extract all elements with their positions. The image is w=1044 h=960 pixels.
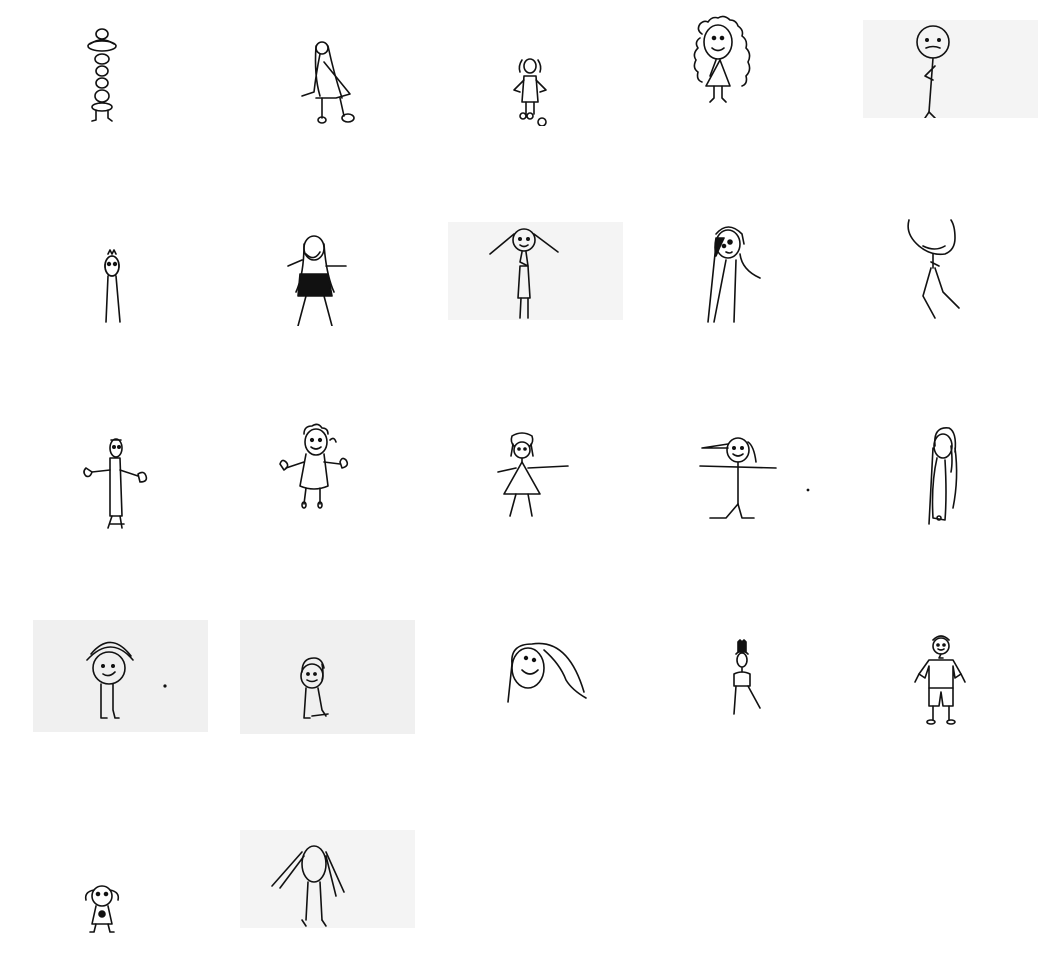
drawing-tile-15 xyxy=(863,418,1038,530)
large-smiling-head-drawing xyxy=(507,642,587,703)
drawing-tile-1 xyxy=(20,14,195,126)
small-smiling-figure-drawing xyxy=(300,657,329,719)
figure-with-long-hair-bending-drawing xyxy=(301,41,355,124)
stick-figure-round-head-drawing xyxy=(916,25,950,118)
drawing-tile-22 xyxy=(240,830,415,928)
drawing-tile-17 xyxy=(240,620,415,734)
figure-arms-out-hands-drawing xyxy=(83,438,148,529)
large-head-figure-no-face-drawing xyxy=(907,219,960,319)
drawing-tile-7 xyxy=(240,214,415,326)
drawing-tile-12 xyxy=(240,418,415,530)
drawing-tile-5 xyxy=(863,20,1038,118)
drawing-tile-21 xyxy=(20,830,195,942)
long-hair-profile-figure-drawing xyxy=(928,427,958,525)
tall-thin-figure-small-head-drawing xyxy=(104,249,121,323)
triangle-dress-figure-drawing xyxy=(497,432,569,517)
drawing-tile-9 xyxy=(660,214,835,326)
small-figure-pigtails-drawing xyxy=(84,885,120,933)
curly-hair-figure-arms-up-drawing xyxy=(279,423,349,509)
drawing-tile-2 xyxy=(240,14,415,126)
figure-with-wide-hair-drawing xyxy=(489,228,559,319)
drawing-tile-11 xyxy=(20,420,195,532)
small-girl-with-pigtails-drawing xyxy=(513,58,547,126)
bun-hair-figure-drawing xyxy=(733,639,761,715)
drawing-tile-10 xyxy=(863,214,1038,326)
long-hair-figure-arms-out-drawing xyxy=(287,235,347,326)
curly-hair-face-drawing xyxy=(693,15,751,103)
drawing-tile-6 xyxy=(20,214,195,326)
drawing-tile-14 xyxy=(660,418,835,530)
drawing-tile-20 xyxy=(863,620,1038,732)
boy-in-shorts-drawing xyxy=(914,635,966,725)
drawing-tile-13 xyxy=(450,416,625,528)
drawing-tile-16 xyxy=(33,620,208,732)
drawing-tile-19 xyxy=(660,618,835,730)
hat-figure-drawing xyxy=(86,641,167,719)
stick-figure-side-hair-drawing xyxy=(699,437,810,519)
drawing-tile-4 xyxy=(660,14,835,126)
drawing-tile-8 xyxy=(448,222,623,320)
dark-hair-figure-drawing xyxy=(707,226,761,323)
stacked-circles-figure-drawing xyxy=(87,28,117,122)
drawing-tile-18 xyxy=(450,620,625,732)
drawing-tile-3 xyxy=(450,14,625,126)
long-hair-stick-figure-drawing xyxy=(271,845,345,927)
